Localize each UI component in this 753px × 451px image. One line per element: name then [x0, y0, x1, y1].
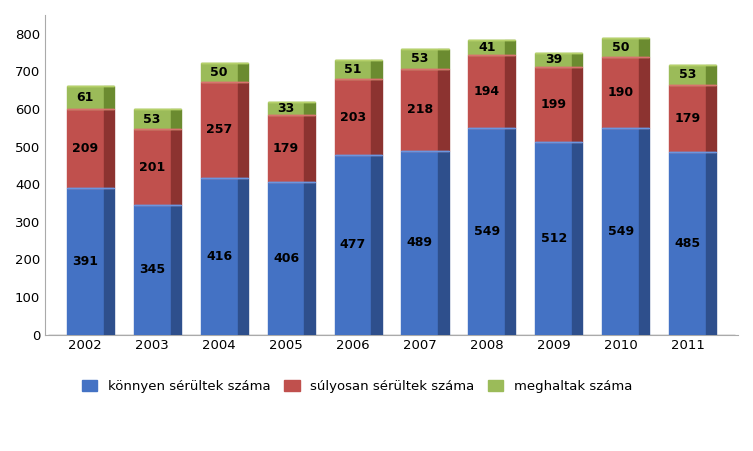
- Polygon shape: [304, 182, 315, 335]
- Polygon shape: [639, 128, 649, 335]
- Bar: [602, 38, 639, 57]
- Bar: [334, 155, 371, 335]
- Bar: [134, 129, 171, 205]
- Bar: [401, 69, 438, 151]
- Bar: [267, 115, 304, 182]
- Text: 194: 194: [474, 85, 500, 98]
- Bar: [669, 85, 706, 152]
- Polygon shape: [371, 60, 382, 79]
- Text: 51: 51: [344, 63, 361, 76]
- Text: 199: 199: [541, 98, 567, 111]
- Text: 416: 416: [206, 250, 232, 263]
- Bar: [334, 60, 371, 79]
- Bar: [267, 102, 304, 115]
- Bar: [201, 178, 237, 335]
- Polygon shape: [706, 65, 716, 85]
- Polygon shape: [639, 57, 649, 128]
- Text: 406: 406: [273, 252, 299, 265]
- Text: 39: 39: [545, 53, 562, 66]
- Bar: [535, 53, 572, 67]
- Polygon shape: [104, 86, 114, 109]
- Bar: [535, 67, 572, 142]
- Polygon shape: [438, 49, 449, 69]
- Bar: [67, 86, 104, 109]
- Bar: [401, 49, 438, 69]
- Bar: [134, 110, 171, 129]
- Text: 53: 53: [411, 52, 428, 65]
- Text: 549: 549: [474, 225, 500, 238]
- Text: 50: 50: [612, 41, 630, 54]
- Bar: [67, 109, 104, 188]
- Polygon shape: [706, 85, 716, 152]
- Bar: [134, 205, 171, 335]
- Bar: [535, 142, 572, 335]
- Bar: [334, 79, 371, 155]
- Polygon shape: [438, 69, 449, 151]
- Polygon shape: [371, 79, 382, 155]
- Bar: [67, 188, 104, 335]
- Polygon shape: [639, 38, 649, 57]
- Polygon shape: [304, 102, 315, 115]
- Text: 53: 53: [144, 113, 161, 126]
- Polygon shape: [371, 155, 382, 335]
- Polygon shape: [572, 67, 582, 142]
- Bar: [468, 40, 505, 55]
- Polygon shape: [572, 142, 582, 335]
- Polygon shape: [438, 151, 449, 335]
- Polygon shape: [706, 152, 716, 335]
- Text: 549: 549: [608, 225, 634, 238]
- Polygon shape: [505, 40, 516, 55]
- Legend: könnyen sérültek száma, súlyosan sérültek száma, meghaltak száma: könnyen sérültek száma, súlyosan sérülte…: [76, 375, 638, 398]
- Text: 218: 218: [407, 103, 433, 116]
- Polygon shape: [171, 205, 181, 335]
- Text: 345: 345: [139, 263, 165, 276]
- Polygon shape: [304, 115, 315, 182]
- Text: 485: 485: [675, 237, 700, 250]
- Text: 489: 489: [407, 236, 433, 249]
- Text: 477: 477: [340, 239, 366, 252]
- Bar: [468, 128, 505, 335]
- Polygon shape: [237, 63, 248, 82]
- Text: 61: 61: [77, 91, 94, 104]
- Text: 179: 179: [675, 112, 700, 125]
- Bar: [201, 82, 237, 178]
- Polygon shape: [171, 129, 181, 205]
- Bar: [201, 63, 237, 82]
- Text: 203: 203: [340, 110, 366, 124]
- Text: 179: 179: [273, 142, 299, 155]
- Text: 391: 391: [72, 255, 98, 267]
- Bar: [602, 128, 639, 335]
- Bar: [602, 57, 639, 128]
- Polygon shape: [104, 188, 114, 335]
- Text: 33: 33: [277, 102, 294, 115]
- Polygon shape: [237, 178, 248, 335]
- Bar: [669, 152, 706, 335]
- Text: 41: 41: [478, 41, 495, 54]
- Text: 512: 512: [541, 232, 567, 245]
- Text: 209: 209: [72, 142, 99, 155]
- Text: 201: 201: [139, 161, 166, 174]
- Text: 53: 53: [679, 69, 697, 82]
- Polygon shape: [104, 109, 114, 188]
- Bar: [401, 151, 438, 335]
- Text: 50: 50: [210, 66, 228, 78]
- Polygon shape: [505, 128, 516, 335]
- Text: 257: 257: [206, 124, 232, 136]
- Bar: [669, 65, 706, 85]
- Text: 190: 190: [608, 86, 634, 99]
- Polygon shape: [171, 110, 181, 129]
- Polygon shape: [572, 53, 582, 67]
- Polygon shape: [237, 82, 248, 178]
- Polygon shape: [505, 55, 516, 128]
- Bar: [267, 182, 304, 335]
- Bar: [468, 55, 505, 128]
